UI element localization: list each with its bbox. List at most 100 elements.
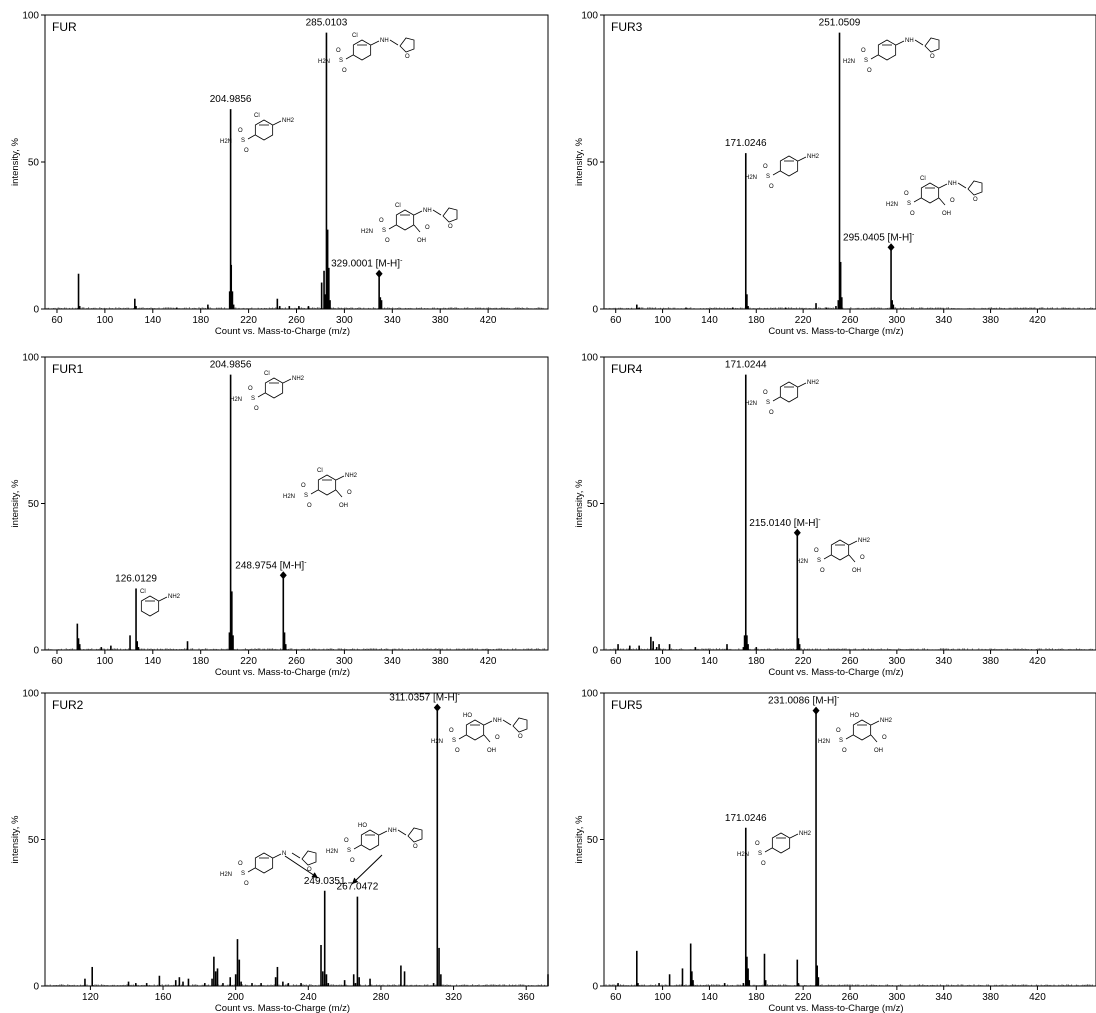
peak-label: 249.0351	[304, 876, 346, 887]
x-tick-label: 380	[432, 656, 449, 667]
atom-label: S	[839, 738, 843, 744]
atom-label: H2N	[220, 139, 232, 145]
panel-title: FUR5	[611, 698, 643, 712]
x-tick-label: 120	[82, 992, 99, 1003]
atom-label: H2N	[431, 739, 443, 745]
charge-superscript: -	[818, 517, 821, 524]
bond	[272, 853, 282, 859]
bond	[272, 120, 282, 126]
atom-label: O	[495, 735, 500, 741]
atom-label: HO	[463, 713, 472, 719]
x-tick-label: 180	[192, 656, 209, 667]
atom-label: S	[907, 201, 911, 207]
bond	[458, 734, 467, 740]
benzene-ring	[771, 832, 791, 854]
bond	[257, 392, 266, 398]
benzene-ring	[140, 595, 160, 617]
charge-superscript: -	[837, 695, 840, 702]
x-tick-label: 300	[336, 315, 353, 326]
atom-label: O	[244, 881, 249, 887]
bond	[502, 719, 512, 726]
y-tick-label: 100	[581, 689, 598, 700]
peak-label: 329.0001 [M-H]-	[331, 258, 403, 270]
peak-label: 285.0103	[306, 18, 348, 29]
atom-label: S	[339, 58, 343, 64]
bond	[764, 847, 773, 853]
atom-label: S	[241, 138, 245, 144]
bond	[870, 54, 879, 60]
plot-frame	[44, 14, 549, 310]
x-tick-label: 100	[97, 315, 114, 326]
bond	[845, 734, 854, 740]
x-tick-label: 180	[748, 656, 765, 667]
y-axis-title: intensity, %	[10, 815, 21, 863]
atom-label: O	[861, 48, 866, 54]
atom-label: O	[344, 838, 349, 844]
atom-label: NH	[388, 828, 397, 834]
benzene-ring	[877, 39, 897, 61]
atom-label: NH2	[807, 380, 820, 386]
benzene-ring	[317, 474, 337, 496]
x-axis-title: Count vs. Mass-to-Charge (m/z)	[215, 326, 350, 337]
bond	[413, 210, 423, 216]
x-tick-label: 300	[889, 992, 906, 1003]
furan-ring	[512, 717, 528, 733]
bond	[247, 867, 256, 873]
precursor-marker	[887, 243, 895, 252]
bond	[848, 540, 858, 546]
x-axis-title: Count vs. Mass-to-Charge (m/z)	[215, 667, 350, 678]
panel-title: FUR2	[52, 698, 84, 712]
peak-label: 204.9856	[210, 94, 252, 105]
bond	[158, 596, 168, 602]
precursor-marker	[812, 706, 820, 715]
atom-label: H2N	[843, 59, 855, 65]
panel-fur1: 0 50 100 60 100 140 180 220 260 300 340 380 420 Count…	[10, 353, 549, 678]
atom-label: Cl	[352, 33, 358, 39]
y-axis-title: intensity, %	[574, 479, 585, 527]
x-tick-label: 100	[97, 656, 114, 667]
precursor-marker	[279, 571, 287, 580]
x-tick-label: 60	[610, 992, 622, 1003]
x-tick-label: 300	[336, 656, 353, 667]
atom-label: NH2	[799, 831, 812, 837]
atom-label: O	[904, 191, 909, 197]
plot-frame	[44, 692, 549, 987]
atom-label: O	[763, 390, 768, 396]
x-axis-title: Count vs. Mass-to-Charge (m/z)	[215, 1003, 350, 1013]
atom-label: Cl	[317, 468, 323, 474]
atom-label: S	[347, 848, 351, 854]
x-tick-label: 180	[748, 992, 765, 1003]
atom-label: HO	[850, 713, 859, 719]
x-axis-title: Count vs. Mass-to-Charge (m/z)	[768, 1003, 903, 1013]
x-tick-label: 140	[701, 315, 718, 326]
bond	[797, 382, 807, 388]
furan-ring	[967, 180, 983, 196]
benzene-ring	[852, 719, 872, 741]
x-tick-label: 420	[1029, 992, 1046, 1003]
benzene-ring	[779, 381, 799, 403]
y-tick-label: 50	[587, 835, 599, 846]
atom-label: S	[241, 871, 245, 877]
furan-ring	[407, 827, 423, 843]
furan-ring	[301, 850, 317, 866]
atom-label: NH2	[880, 718, 893, 724]
y-tick-label: 0	[33, 982, 39, 993]
atom-label: S	[382, 228, 386, 234]
panel-fur3: 0 50 100 60 100 140 180 220 260 300 340 380 420 Count…	[574, 11, 1096, 337]
x-tick-label: 200	[227, 992, 244, 1003]
plot-frame	[603, 356, 1096, 651]
peak-label: 267.0472	[337, 882, 379, 893]
y-tick-label: 50	[587, 499, 599, 510]
bond	[938, 183, 948, 189]
panel-fur5: 0 50 100 60 100 140 180 220 260 300 340 380 420 Count…	[574, 689, 1096, 1013]
benzene-ring	[254, 119, 274, 141]
atom-label: O	[930, 54, 935, 60]
y-tick-label: 100	[581, 11, 598, 22]
atom-label: NH	[905, 38, 914, 44]
bond	[247, 134, 256, 140]
atom-label: S	[864, 58, 868, 64]
x-tick-label: 260	[842, 992, 859, 1003]
y-axis-title: intensity, %	[574, 815, 585, 863]
